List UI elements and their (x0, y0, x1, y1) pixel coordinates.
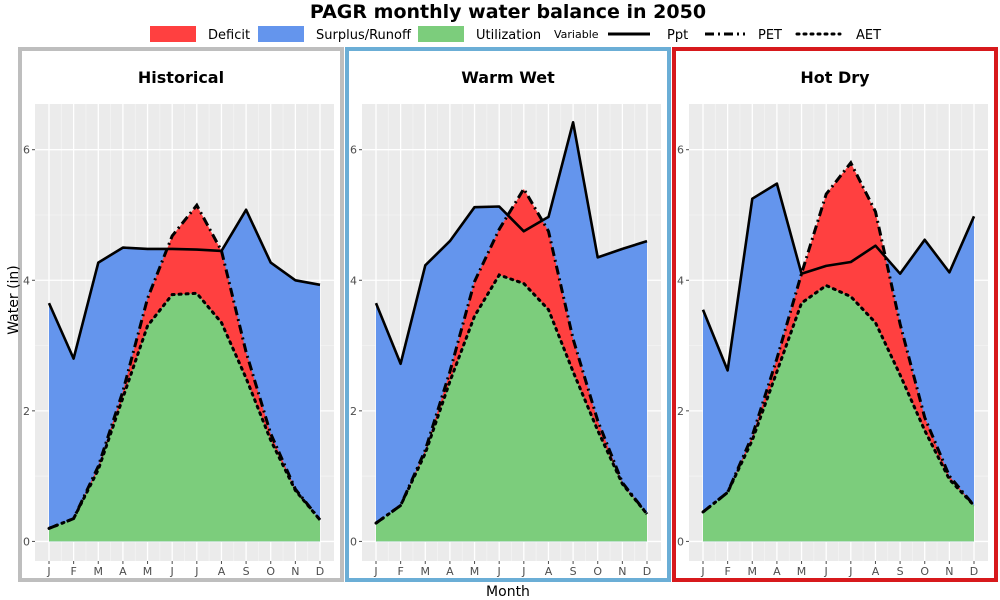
x-tick-label: J (194, 565, 198, 578)
x-tick-label: O (266, 565, 275, 578)
y-axis-label: Water (in) (6, 265, 22, 335)
x-tick-label: A (872, 565, 880, 578)
deficit-area (376, 188, 647, 524)
y-tick-label: 0 (23, 535, 30, 548)
x-tick-label: N (291, 565, 299, 578)
x-tick-label: O (593, 565, 602, 578)
legend-label: Deficit (208, 28, 250, 43)
y-tick-label: 4 (677, 274, 684, 287)
utilization-area (49, 293, 320, 542)
x-tick-label: J (700, 565, 704, 578)
legend-label: Surplus/Runoff (316, 28, 412, 43)
panel-hot-dry: Hot Dry 0 2 4 6 J F M A M J J A S O N D (672, 47, 998, 582)
legend-key-deficit (150, 26, 196, 42)
utilization-area (703, 285, 974, 542)
y-tick-label: 6 (350, 144, 357, 157)
aet-line (47, 291, 322, 530)
x-axis-label: Month (486, 584, 530, 600)
x-tick-label: F (724, 565, 730, 578)
legend-label: PET (758, 28, 782, 43)
y-tick-label: 0 (350, 535, 357, 548)
x-tick-label: A (773, 565, 781, 578)
deficit-area (703, 162, 974, 513)
panel-title: Hot Dry (800, 68, 870, 87)
x-tick-label: D (643, 565, 651, 578)
legend-key-utilization (418, 26, 464, 42)
x-tick-label: M (470, 565, 480, 578)
x-tick-label: J (824, 565, 828, 578)
x-tick-label: F (397, 565, 403, 578)
x-tick-label: S (570, 565, 577, 578)
legend-key-surplus-runoff (258, 26, 304, 42)
x-tick-label: M (748, 565, 758, 578)
pet-line (375, 185, 649, 525)
x-tick-label: J (497, 565, 501, 578)
y-tick-label: 2 (350, 405, 357, 418)
x-tick-label: N (945, 565, 953, 578)
legend-label: Ppt (667, 28, 688, 43)
x-tick-label: J (521, 565, 525, 578)
panel-historical: Historical 0 2 4 6 J F M A M J J A S O N D (18, 47, 344, 582)
pet-line (702, 160, 976, 514)
legend-line-title: Variable (554, 28, 599, 41)
ppt-line (374, 121, 648, 366)
y-tick-label: 6 (677, 144, 684, 157)
y-tick-label: 6 (23, 144, 30, 157)
x-tick-label: M (143, 565, 153, 578)
panel-warm-wet: Warm Wet 0 2 4 6 J F M A M J J A S O N D (345, 47, 671, 582)
legend-label: AET (856, 28, 881, 43)
ppt-line (47, 208, 321, 360)
x-tick-label: A (446, 565, 454, 578)
y-tick-label: 2 (677, 405, 684, 418)
x-tick-label: O (920, 565, 929, 578)
y-tick-label: 4 (350, 274, 357, 287)
legend: Deficit Surplus/Runoff Utilization Variable… (150, 26, 881, 43)
y-tick-label: 4 (23, 274, 30, 287)
x-tick-label: A (218, 565, 226, 578)
panels: Historical 0 2 4 6 J F M A M J J A S O N D Warm Wet 0 2 4 6 J F… (18, 47, 998, 582)
ppt-line (701, 182, 976, 372)
y-tick-label: 0 (677, 535, 684, 548)
x-tick-label: J (170, 565, 174, 578)
legend-label: Utilization (476, 28, 541, 43)
x-tick-label: S (897, 565, 904, 578)
x-tick-label: S (243, 565, 250, 578)
x-tick-label: N (618, 565, 626, 578)
x-tick-label: D (316, 565, 324, 578)
panel-title: Warm Wet (461, 68, 555, 87)
panel-title: Historical (138, 68, 224, 87)
x-tick-label: J (46, 565, 50, 578)
x-tick-label: F (70, 565, 76, 578)
x-tick-label: M (797, 565, 807, 578)
x-tick-label: J (373, 565, 377, 578)
deficit-area (49, 205, 320, 529)
y-tick-label: 2 (23, 405, 30, 418)
x-tick-label: A (545, 565, 553, 578)
pet-line (48, 202, 322, 530)
x-tick-label: D (970, 565, 978, 578)
utilization-area (376, 275, 647, 542)
x-tick-label: M (94, 565, 104, 578)
chart-title: PAGR monthly water balance in 2050 (310, 1, 706, 23)
x-tick-label: J (848, 565, 852, 578)
x-tick-label: A (119, 565, 127, 578)
x-tick-label: M (421, 565, 431, 578)
